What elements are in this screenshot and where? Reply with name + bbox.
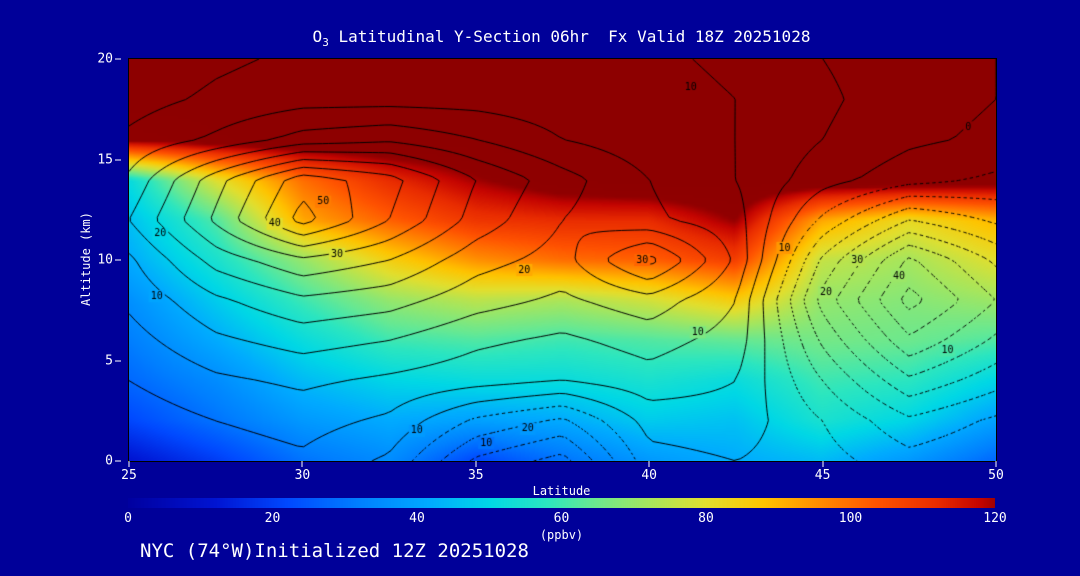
footer-annotation: NYC (74°W)Initialized 12Z 20251028 (140, 540, 529, 562)
y-tick-mark (115, 159, 121, 160)
x-tick-mark (995, 461, 997, 467)
x-tick-label: 50 (988, 468, 1004, 483)
x-tick-label: 40 (641, 468, 658, 483)
colorbar-unit-label: (ppbv) (539, 528, 584, 542)
y-tick-label: 0 (105, 453, 113, 469)
colorbar-tick-label: 120 (983, 511, 1007, 526)
chart-title: O3 Latitudinal Y-Section 06hr Fx Valid 1… (128, 27, 995, 49)
x-tick-mark (301, 461, 303, 467)
x-tick-mark (128, 461, 130, 467)
x-axis-ticks: 25 30 35 40 45 50 (121, 461, 1004, 487)
colorbar (128, 498, 995, 508)
chart-title-text: Latitudinal Y-Section 06hr Fx Valid 18Z … (328, 27, 811, 46)
x-tick-mark (648, 461, 650, 467)
chart-title-species: O (312, 27, 323, 46)
y-axis-ticks: 0 5 10 15 20 (79, 52, 123, 469)
colorbar-tick-label: 0 (124, 511, 132, 526)
colorbar-ticks: 0 20 40 60 80 100 120 (124, 511, 1007, 527)
y-tick-label: 5 (105, 353, 113, 368)
contour-plot-canvas (129, 59, 996, 461)
colorbar-tick-label: 40 (409, 511, 425, 526)
x-tick-mark (822, 461, 824, 467)
y-tick-mark (115, 360, 121, 361)
x-tick-mark (475, 461, 477, 467)
colorbar-tick-label: 20 (264, 511, 281, 526)
y-tick-label: 20 (97, 51, 113, 67)
x-axis-label: Latitude (532, 484, 591, 498)
y-tick-label: 15 (97, 152, 113, 167)
x-tick-label: 35 (467, 468, 484, 483)
x-tick-label: 45 (814, 468, 831, 483)
plot-area: 0 5 10 15 20 25 30 35 40 45 50 (97, 52, 1003, 484)
y-tick-mark (115, 58, 121, 60)
y-tick-mark (115, 460, 121, 462)
colorbar-tick-label: 80 (698, 511, 714, 526)
x-tick-label: 25 (121, 468, 137, 483)
colorbar-tick-label: 100 (838, 511, 863, 526)
y-tick-mark (115, 259, 121, 261)
x-tick-label: 30 (294, 468, 311, 483)
colorbar-tick-label: 60 (553, 511, 570, 526)
y-tick-label: 10 (97, 252, 113, 268)
chart-title-species-subscript: 3 (322, 36, 329, 50)
